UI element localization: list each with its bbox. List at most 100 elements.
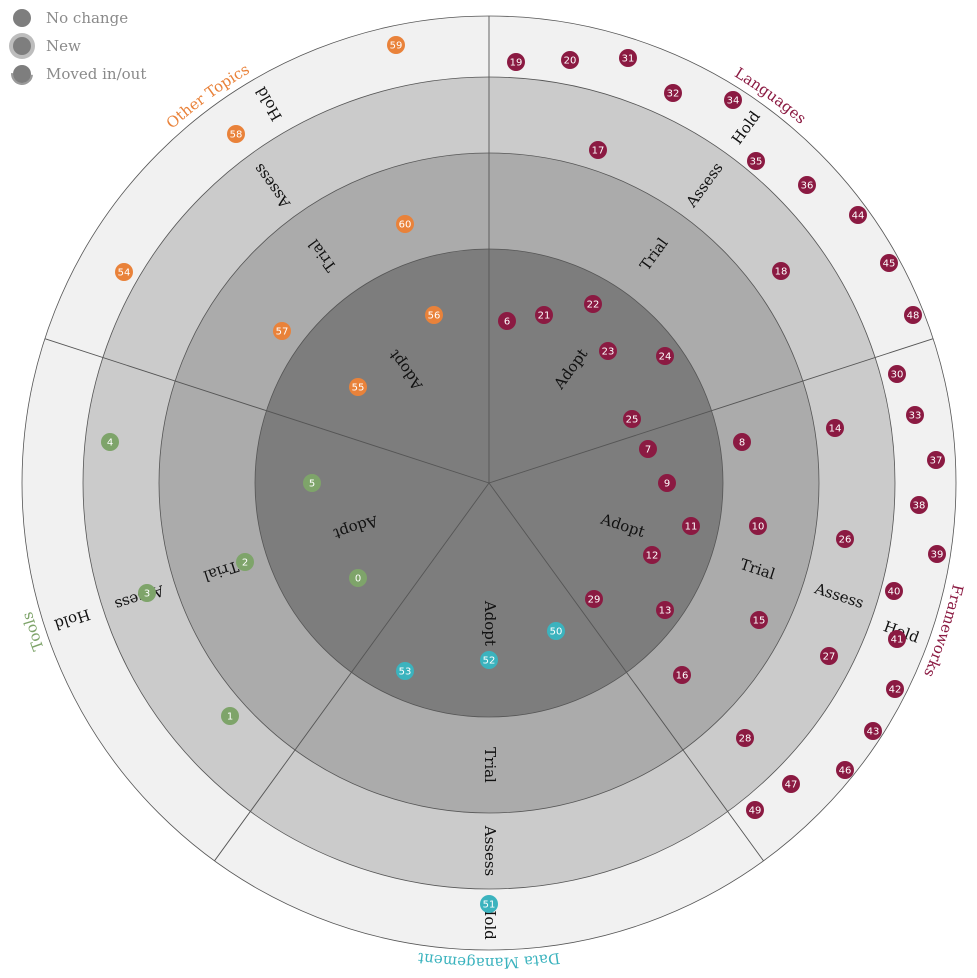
blip-dot[interactable] — [480, 895, 498, 913]
blip-dot[interactable] — [749, 517, 767, 535]
blip[interactable]: 10 — [749, 517, 767, 535]
blip-dot[interactable] — [746, 801, 764, 819]
blip[interactable]: 20 — [561, 51, 579, 69]
blip-dot[interactable] — [639, 440, 657, 458]
blip-dot[interactable] — [349, 378, 367, 396]
blip[interactable]: 16 — [673, 666, 691, 684]
blip-dot[interactable] — [396, 662, 414, 680]
blip-dot[interactable] — [910, 496, 928, 514]
blip[interactable]: 18 — [772, 262, 790, 280]
blip-dot[interactable] — [507, 53, 525, 71]
blip-dot[interactable] — [643, 546, 661, 564]
blip[interactable]: 42 — [886, 680, 904, 698]
blip-dot[interactable] — [673, 666, 691, 684]
blip-dot[interactable] — [820, 647, 838, 665]
blip[interactable]: 6 — [498, 312, 516, 330]
blip[interactable]: 13 — [656, 601, 674, 619]
blip[interactable]: 32 — [664, 84, 682, 102]
blip-dot[interactable] — [906, 406, 924, 424]
blip[interactable]: 29 — [585, 590, 603, 608]
blip[interactable]: 5 — [303, 474, 321, 492]
blip-dot[interactable] — [619, 49, 637, 67]
blip[interactable]: 31 — [619, 49, 637, 67]
blip-dot[interactable] — [682, 517, 700, 535]
blip-dot[interactable] — [138, 584, 156, 602]
blip-dot[interactable] — [387, 36, 405, 54]
blip[interactable]: 11 — [682, 517, 700, 535]
blip-dot[interactable] — [303, 474, 321, 492]
blip-dot[interactable] — [115, 263, 133, 281]
blip-dot[interactable] — [736, 729, 754, 747]
blip-dot[interactable] — [724, 91, 742, 109]
blip[interactable]: 40 — [885, 582, 903, 600]
blip[interactable]: 38 — [910, 496, 928, 514]
blip-dot[interactable] — [480, 651, 498, 669]
blip-dot[interactable] — [864, 722, 882, 740]
blip[interactable]: 58 — [227, 125, 245, 143]
blip-dot[interactable] — [747, 152, 765, 170]
blip[interactable]: 0 — [349, 569, 367, 587]
blip-dot[interactable] — [885, 582, 903, 600]
blip[interactable]: 25 — [623, 410, 641, 428]
blip[interactable]: 56 — [425, 306, 443, 324]
blip-dot[interactable] — [561, 51, 579, 69]
blip-dot[interactable] — [664, 84, 682, 102]
blip-dot[interactable] — [849, 206, 867, 224]
blip[interactable]: 35 — [747, 152, 765, 170]
blip[interactable]: 14 — [826, 419, 844, 437]
blip[interactable]: 59 — [387, 36, 405, 54]
blip[interactable]: 44 — [849, 206, 867, 224]
blip[interactable]: 15 — [750, 611, 768, 629]
blip[interactable]: 8 — [733, 433, 751, 451]
blip[interactable]: 1 — [221, 707, 239, 725]
blip-dot[interactable] — [273, 322, 291, 340]
blip[interactable]: 49 — [746, 801, 764, 819]
blip[interactable]: 45 — [880, 254, 898, 272]
blip-dot[interactable] — [599, 342, 617, 360]
blip[interactable]: 57 — [273, 322, 291, 340]
blip-dot[interactable] — [658, 474, 676, 492]
blip[interactable]: 30 — [888, 365, 906, 383]
blip-dot[interactable] — [101, 433, 119, 451]
blip[interactable]: 28 — [736, 729, 754, 747]
blip[interactable]: 53 — [396, 662, 414, 680]
blip[interactable]: 24 — [656, 347, 674, 365]
blip-dot[interactable] — [589, 141, 607, 159]
blip[interactable]: 37 — [927, 451, 945, 469]
blip[interactable]: 23 — [599, 342, 617, 360]
blip[interactable]: 46 — [836, 761, 854, 779]
blip[interactable]: 51 — [480, 895, 498, 913]
blip[interactable]: 55 — [349, 378, 367, 396]
blip-dot[interactable] — [782, 775, 800, 793]
blip-dot[interactable] — [836, 530, 854, 548]
blip[interactable]: 36 — [798, 176, 816, 194]
blip-dot[interactable] — [733, 433, 751, 451]
blip[interactable]: 47 — [782, 775, 800, 793]
blip[interactable]: 22 — [584, 295, 602, 313]
blip[interactable]: 7 — [639, 440, 657, 458]
blip-dot[interactable] — [750, 611, 768, 629]
blip[interactable]: 50 — [547, 622, 565, 640]
blip-dot[interactable] — [236, 553, 254, 571]
blip-dot[interactable] — [888, 365, 906, 383]
blip[interactable]: 41 — [888, 630, 906, 648]
blip[interactable]: 48 — [904, 306, 922, 324]
blip-dot[interactable] — [535, 306, 553, 324]
blip[interactable]: 39 — [928, 545, 946, 563]
blip[interactable]: 54 — [115, 263, 133, 281]
blip[interactable]: 27 — [820, 647, 838, 665]
blip-dot[interactable] — [656, 601, 674, 619]
blip-dot[interactable] — [547, 622, 565, 640]
blip-dot[interactable] — [798, 176, 816, 194]
blip[interactable]: 34 — [724, 91, 742, 109]
blip[interactable]: 43 — [864, 722, 882, 740]
blip-dot[interactable] — [772, 262, 790, 280]
blip-dot[interactable] — [928, 545, 946, 563]
blip[interactable]: 60 — [396, 215, 414, 233]
blip[interactable]: 21 — [535, 306, 553, 324]
blip-dot[interactable] — [904, 306, 922, 324]
blip-dot[interactable] — [623, 410, 641, 428]
blip[interactable]: 4 — [101, 433, 119, 451]
blip-dot[interactable] — [880, 254, 898, 272]
blip-dot[interactable] — [425, 306, 443, 324]
